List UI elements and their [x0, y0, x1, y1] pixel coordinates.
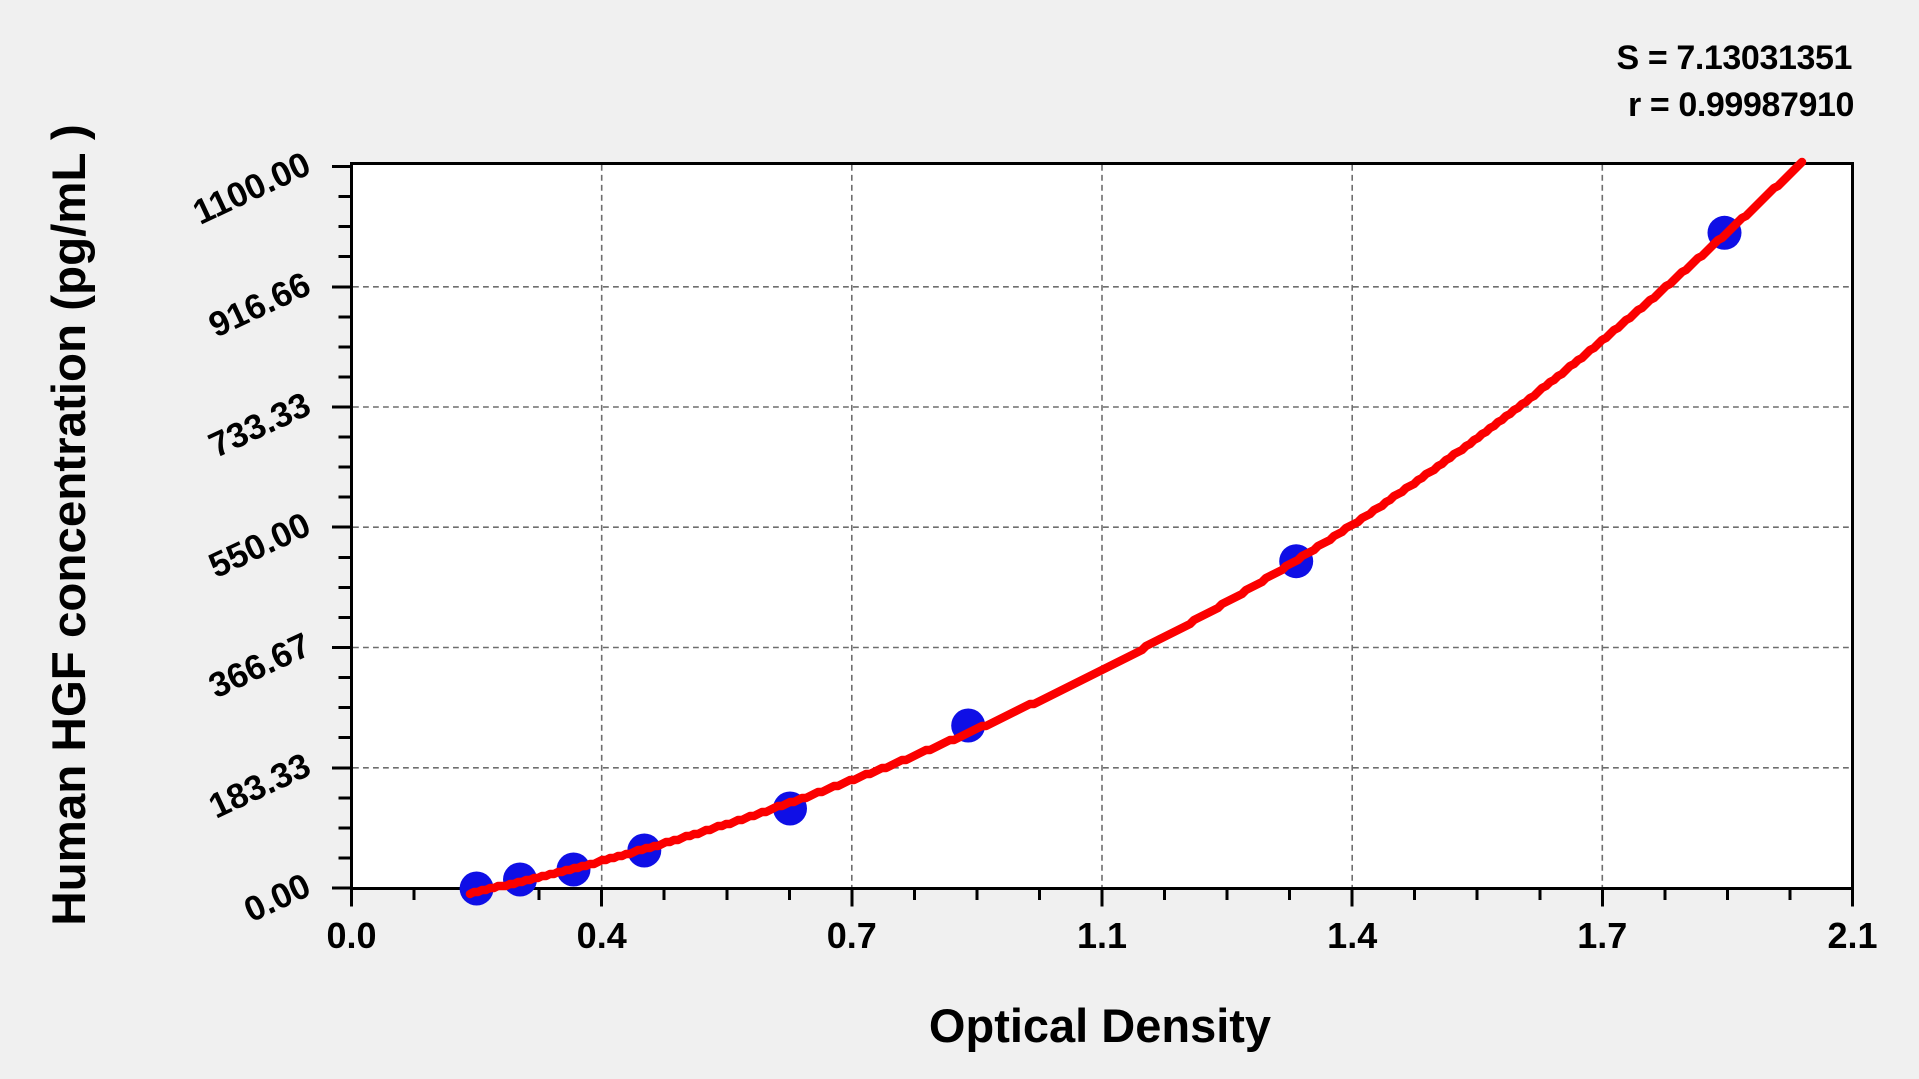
svg-text:S = 7.13031351: S = 7.13031351 — [1617, 39, 1852, 77]
svg-text:Human HGF concentration (pg/mL: Human HGF concentration (pg/mL ) — [43, 124, 96, 925]
svg-text:1.1: 1.1 — [1077, 915, 1127, 956]
svg-text:0.0: 0.0 — [326, 915, 376, 956]
svg-text:1.4: 1.4 — [1327, 915, 1377, 956]
svg-text:Optical Density: Optical Density — [929, 999, 1271, 1052]
svg-text:0.7: 0.7 — [827, 915, 877, 956]
svg-text:1.7: 1.7 — [1577, 915, 1627, 956]
svg-text:r = 0.99987910: r = 0.99987910 — [1628, 86, 1854, 124]
svg-text:2.1: 2.1 — [1827, 915, 1877, 956]
svg-text:0.4: 0.4 — [577, 915, 627, 956]
